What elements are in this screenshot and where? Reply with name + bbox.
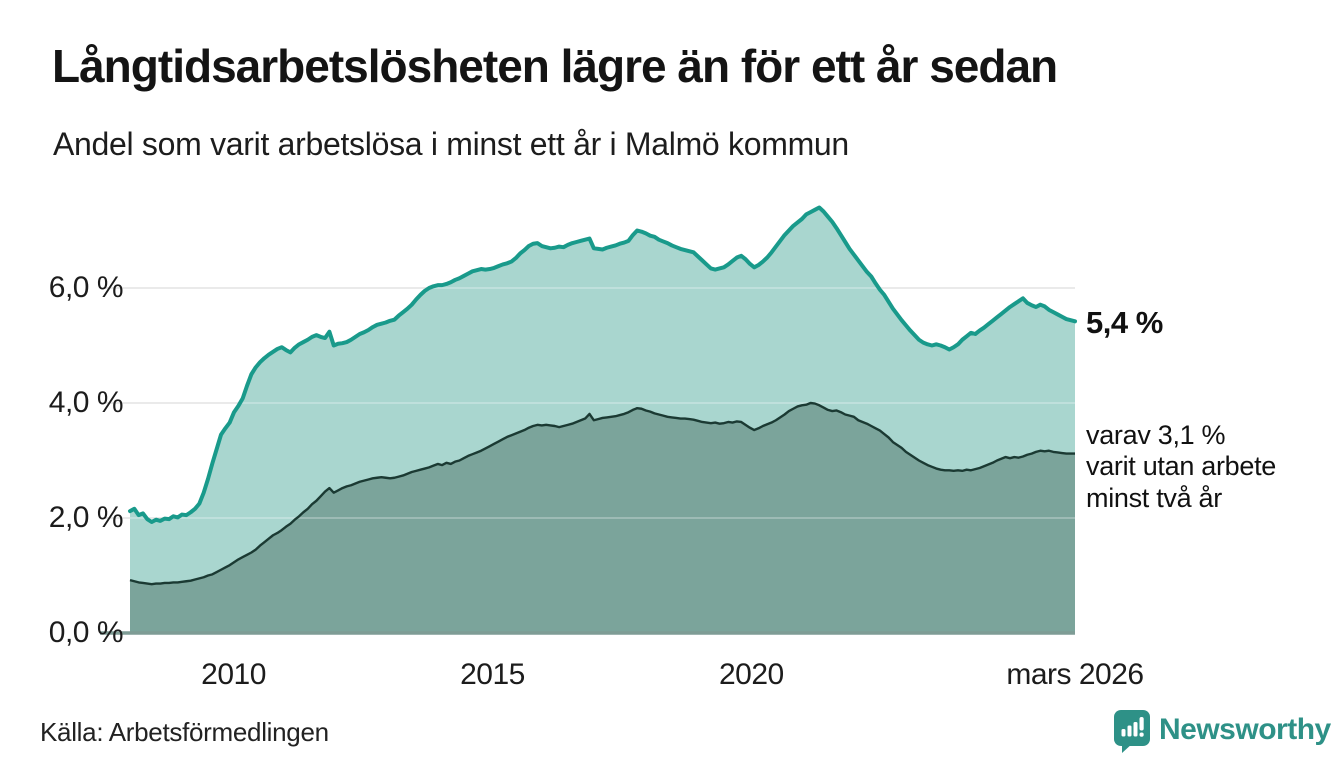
x-tick-label: mars 2026: [1006, 658, 1144, 691]
x-tick-label: 2020: [718, 658, 784, 691]
y-tick-label: 2,0 %: [48, 501, 124, 534]
two-year-area: [130, 403, 1075, 633]
y-tick-label: 6,0 %: [48, 271, 124, 304]
two-year-value-line2: varit utan arbete: [1086, 451, 1277, 482]
newsworthy-wordmark: Newsworthy: [1159, 713, 1331, 746]
y-tick-label: 4,0 %: [48, 386, 124, 419]
total-line: [128, 205, 1077, 525]
two-year-line: [129, 401, 1075, 586]
chart-title: Långtidsarbetslösheten lägre än för ett …: [52, 40, 1058, 92]
two-year-value-line3: minst två år: [1086, 482, 1222, 513]
x-tick-label: 2010: [201, 658, 266, 691]
newsworthy-brand: Newsworthy: [1114, 710, 1331, 759]
x-tick-label: 2015: [460, 658, 525, 691]
y-tick-label: 0,0 %: [48, 616, 124, 649]
two-year-value-line1: varav 3,1 %: [1086, 420, 1226, 450]
two-year-value-label: varav 3,1 % varit utan arbete minst två …: [1086, 420, 1276, 514]
latest-total-value-label: 5,4 %: [1086, 305, 1163, 340]
source-label: Källa: Arbetsförmedlingen: [40, 717, 329, 747]
newsworthy-logo-icon: [1114, 710, 1150, 759]
chart-subtitle: Andel som varit arbetslösa i minst ett å…: [53, 126, 849, 162]
